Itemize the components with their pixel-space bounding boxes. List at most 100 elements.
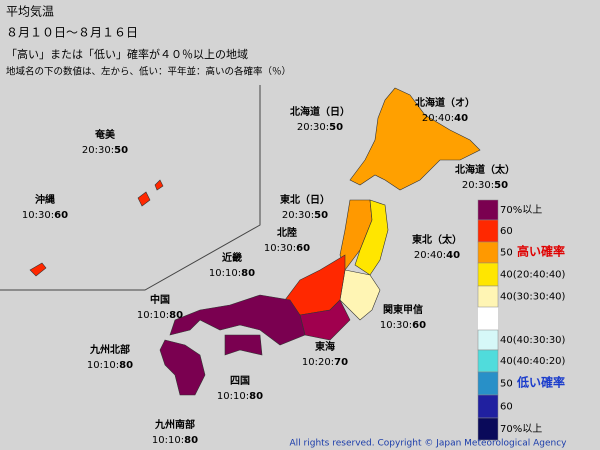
region-probs: 20:40:40 bbox=[422, 113, 468, 124]
separator: : bbox=[230, 391, 233, 402]
legend-label: 50 bbox=[500, 379, 513, 390]
region-name: 北海道（オ） bbox=[415, 96, 475, 109]
legend-label: 70%以上 bbox=[500, 204, 542, 216]
legend-gap bbox=[478, 307, 498, 330]
region-name: 東北（日） bbox=[280, 193, 330, 206]
prob: 10 bbox=[87, 360, 100, 371]
region-name: 沖縄 bbox=[35, 193, 55, 206]
prob: 80 bbox=[241, 268, 255, 279]
prob: 10 bbox=[137, 310, 150, 321]
subtitle: 「高い」または「低い」確率が４０％以上の地域 bbox=[6, 47, 248, 61]
inset-border bbox=[0, 85, 261, 291]
prob: 30 bbox=[38, 210, 51, 221]
separator: : bbox=[435, 113, 438, 124]
prob: 30 bbox=[98, 145, 111, 156]
separator: : bbox=[165, 435, 168, 446]
region-probs: 10:20:70 bbox=[302, 357, 348, 368]
copyright: All rights reserved. Copyright © Japan M… bbox=[290, 439, 568, 449]
legend-swatch bbox=[477, 349, 499, 373]
prob: 10 bbox=[302, 357, 315, 368]
separator: : bbox=[246, 391, 249, 402]
okinawa-island bbox=[29, 262, 47, 277]
region-probs: 10:10:80 bbox=[87, 360, 133, 371]
title: 平均気温 bbox=[6, 4, 54, 19]
prob: 40 bbox=[454, 113, 468, 124]
prob: 20 bbox=[82, 145, 95, 156]
prob: 20 bbox=[422, 113, 435, 124]
legend-label: 70%以上 bbox=[500, 423, 542, 435]
separator: : bbox=[443, 250, 446, 261]
prob: 20 bbox=[462, 180, 475, 191]
region-probs: 10:10:80 bbox=[209, 268, 255, 279]
separator: : bbox=[409, 320, 412, 331]
prob: 10 bbox=[152, 435, 165, 446]
region-probs: 20:40:40 bbox=[414, 250, 460, 261]
prob: 10 bbox=[168, 435, 181, 446]
prob: 60 bbox=[296, 243, 310, 254]
region-name: 北陸 bbox=[277, 226, 297, 239]
region-probs: 10:10:80 bbox=[217, 391, 263, 402]
prob: 10 bbox=[153, 310, 166, 321]
amami-island bbox=[154, 179, 164, 191]
region-name: 中国 bbox=[150, 293, 170, 306]
legend-swatch bbox=[477, 219, 499, 243]
prob: 20 bbox=[297, 122, 310, 133]
region-probs: 10:10:80 bbox=[152, 435, 198, 446]
shikoku bbox=[224, 334, 263, 356]
legend-swatch bbox=[477, 329, 499, 351]
prob: 30 bbox=[298, 210, 311, 221]
region-name: 東海 bbox=[315, 340, 335, 353]
prob: 10 bbox=[264, 243, 277, 254]
prob: 80 bbox=[249, 391, 263, 402]
separator: : bbox=[451, 113, 454, 124]
region-probs: 20:30:50 bbox=[297, 122, 343, 133]
legend-label: 60 bbox=[500, 226, 513, 237]
prob: 40 bbox=[430, 250, 443, 261]
legend-swatch bbox=[477, 394, 499, 419]
separator: : bbox=[326, 122, 329, 133]
prob: 80 bbox=[119, 360, 133, 371]
amami-island bbox=[137, 191, 151, 207]
legend-swatch bbox=[477, 262, 499, 287]
region-name: 九州南部 bbox=[154, 418, 195, 431]
separator: : bbox=[238, 268, 241, 279]
separator: : bbox=[295, 210, 298, 221]
separator: : bbox=[427, 250, 430, 261]
prob: 30 bbox=[280, 243, 293, 254]
note: 地域名の下の数値は、左から、低い：平年並：高いの各確率（％） bbox=[6, 66, 291, 78]
region-name: 近畿 bbox=[222, 251, 242, 264]
separator: : bbox=[222, 268, 225, 279]
prob: 50 bbox=[314, 210, 328, 221]
prob: 10 bbox=[209, 268, 222, 279]
separator: : bbox=[100, 360, 103, 371]
legend-swatch bbox=[477, 285, 499, 308]
legend-label: 40(30:30:40) bbox=[500, 292, 566, 303]
separator: : bbox=[277, 243, 280, 254]
region-name: 九州北部 bbox=[89, 343, 130, 356]
separator: : bbox=[311, 210, 314, 221]
period: ８月１０日～８月１６日 bbox=[6, 26, 138, 40]
separator: : bbox=[111, 145, 114, 156]
legend-label: 60 bbox=[500, 402, 513, 413]
separator: : bbox=[95, 145, 98, 156]
prob: 40 bbox=[438, 113, 451, 124]
prob: 50 bbox=[329, 122, 343, 133]
region-probs: 10:10:80 bbox=[137, 310, 183, 321]
separator: : bbox=[51, 210, 54, 221]
prob: 40 bbox=[446, 250, 460, 261]
kyushu bbox=[159, 339, 206, 396]
region-name: 関東甲信 bbox=[383, 303, 423, 316]
region-probs: 10:30:60 bbox=[380, 320, 426, 331]
prob: 80 bbox=[184, 435, 198, 446]
legend-high: 高い確率 bbox=[517, 244, 565, 259]
separator: : bbox=[166, 310, 169, 321]
japan-shapes bbox=[29, 87, 481, 396]
separator: : bbox=[116, 360, 119, 371]
separator: : bbox=[393, 320, 396, 331]
legend-low: 低い確率 bbox=[516, 375, 565, 390]
prob: 10 bbox=[217, 391, 230, 402]
legend-label: 40(40:40:20) bbox=[500, 356, 566, 367]
region-name: 北海道（太） bbox=[455, 163, 515, 176]
